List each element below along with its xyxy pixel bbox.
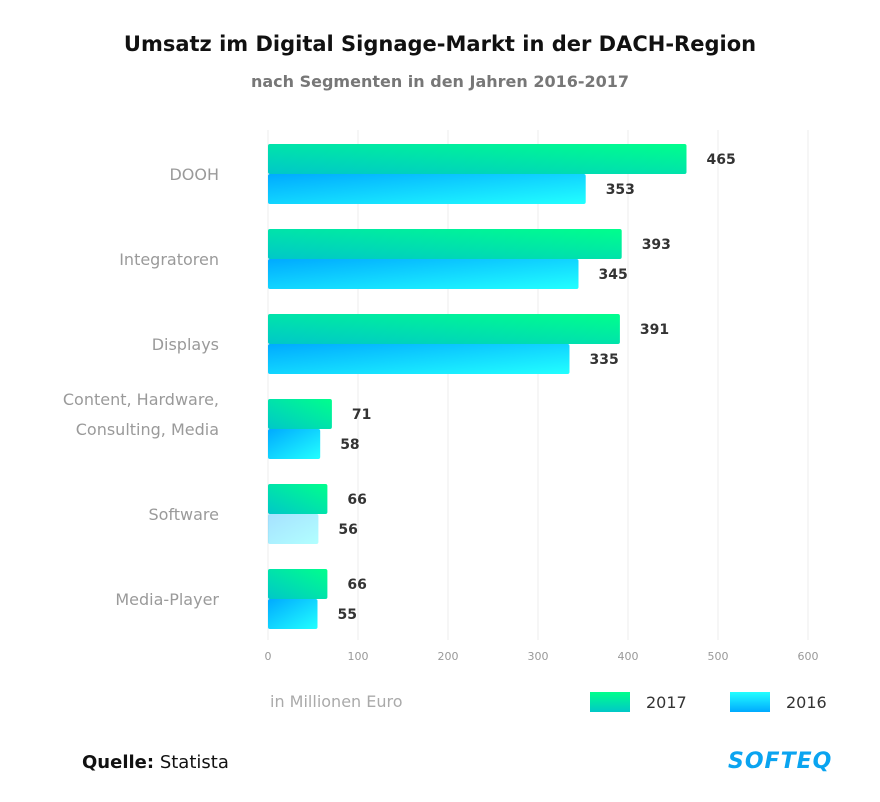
data-label: 58 (340, 437, 359, 453)
category-label: Displays (152, 335, 219, 354)
bar-2016 (268, 514, 319, 544)
bar-2016 (268, 599, 318, 629)
category-label: DOOH (169, 165, 219, 184)
softeq-logo: SOFTEQ (728, 749, 833, 774)
data-label: 345 (599, 267, 628, 283)
bar-2017 (268, 229, 622, 259)
data-label: 55 (338, 607, 357, 623)
bar-2017 (268, 569, 328, 599)
x-tick-label: 200 (438, 650, 459, 663)
category-label: Media-Player (115, 590, 219, 609)
legend-label-2017: 2017 (646, 692, 687, 712)
bar-2017 (268, 314, 620, 344)
x-tick-label: 0 (265, 650, 272, 663)
legend-item-2016: 2016 (730, 692, 827, 712)
source-value: Statista (159, 752, 229, 773)
legend-item-2017: 2017 (590, 692, 687, 712)
bar-2016 (268, 344, 570, 374)
source-label: Quelle: (82, 752, 155, 773)
bar-2017 (268, 399, 332, 429)
data-label: 56 (338, 522, 357, 538)
data-label: 66 (347, 577, 366, 593)
x-tick-label: 500 (708, 650, 729, 663)
data-label: 66 (347, 492, 366, 508)
data-label: 391 (640, 322, 669, 338)
x-axis-label: in Millionen Euro (270, 692, 403, 711)
legend-swatch-2016 (730, 692, 770, 712)
category-label: Integratoren (119, 250, 219, 269)
bar-2016 (268, 429, 321, 459)
x-tick-label: 400 (618, 650, 639, 663)
data-label: 335 (590, 352, 619, 368)
bar-2016 (268, 259, 579, 289)
data-label: 465 (707, 152, 736, 168)
bar-2017 (268, 484, 328, 514)
category-label: Consulting, Media (76, 420, 219, 439)
bar-2016 (268, 174, 586, 204)
chart-title: Umsatz im Digital Signage-Markt in der D… (123, 32, 757, 56)
source: Quelle: Statista (82, 752, 229, 773)
category-label: Content, Hardware, (63, 390, 219, 409)
x-tick-label: 300 (528, 650, 549, 663)
x-tick-label: 100 (348, 650, 369, 663)
category-label: Software (148, 505, 219, 524)
bar-chart: 0 100 200 300 400 500 600 DOOH 465 353 Integratore… (63, 130, 819, 663)
data-label: 353 (606, 182, 635, 198)
bar-2017 (268, 144, 687, 174)
legend-swatch-2017 (590, 692, 630, 712)
x-tick-label: 600 (798, 650, 819, 663)
chart-subtitle: nach Segmenten in den Jahren 2016-2017 (250, 72, 630, 91)
data-label: 71 (352, 407, 371, 423)
data-label: 393 (642, 237, 671, 253)
legend-label-2016: 2016 (786, 692, 827, 712)
